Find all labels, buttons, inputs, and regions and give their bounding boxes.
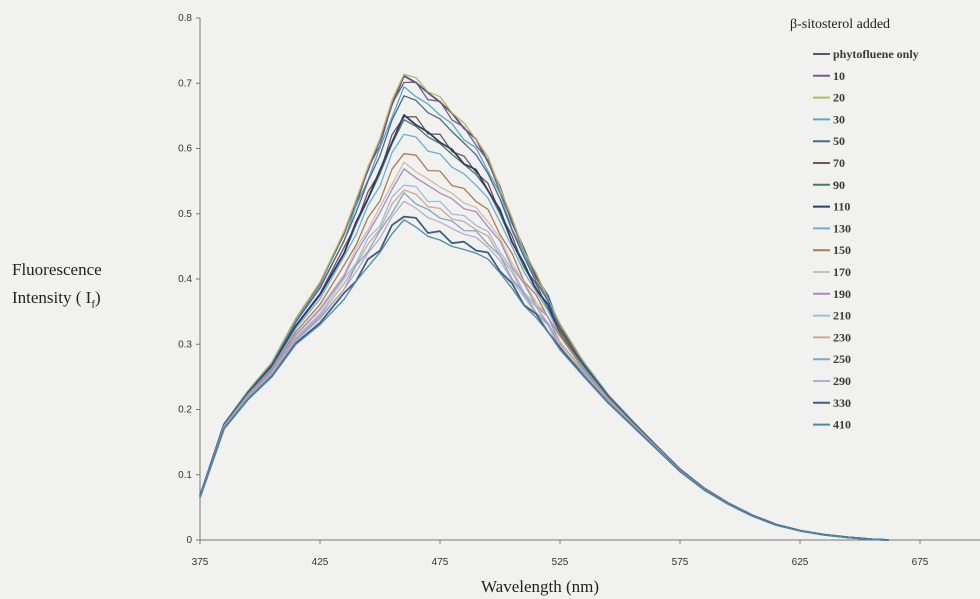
y-axis-title-line2: Intensity ( If) bbox=[12, 288, 101, 311]
legend-item-label: 70 bbox=[833, 156, 845, 170]
legend-item-label: 10 bbox=[833, 69, 845, 83]
legend-item-label: 170 bbox=[833, 265, 851, 279]
legend-item-label: 130 bbox=[833, 221, 851, 235]
legend-item-label: 110 bbox=[833, 200, 850, 214]
series-line-190 bbox=[199, 168, 889, 541]
legend-item-label: 90 bbox=[833, 178, 845, 192]
x-tick-label: 475 bbox=[432, 557, 449, 568]
legend-item-label: 290 bbox=[833, 374, 851, 388]
series-line-410 bbox=[199, 219, 889, 541]
x-tick-label: 375 bbox=[192, 557, 209, 568]
y-axis-title: Fluorescence Intensity ( If) bbox=[12, 256, 102, 318]
x-axis-ticks: 375 425 475 525 575 625 675 bbox=[192, 540, 929, 568]
y-tick-label: 0.8 bbox=[178, 13, 192, 24]
y-tick-label: 0.7 bbox=[178, 78, 192, 89]
x-tick-label: 575 bbox=[672, 557, 689, 568]
series-line-210 bbox=[199, 184, 889, 541]
x-tick-label: 625 bbox=[792, 557, 809, 568]
series-line-290 bbox=[199, 200, 889, 541]
series-line-170 bbox=[199, 161, 889, 541]
y-tick-label: 0.1 bbox=[178, 470, 192, 481]
y-tick-label: 0.2 bbox=[178, 405, 192, 416]
series-line-250 bbox=[199, 192, 889, 541]
series-line-20 bbox=[199, 73, 889, 541]
legend-item-label: 230 bbox=[833, 330, 851, 344]
series-line-230 bbox=[199, 189, 889, 541]
series-line-330 bbox=[199, 215, 889, 541]
x-tick-label: 525 bbox=[552, 557, 569, 568]
legend-item-label: 330 bbox=[833, 396, 851, 410]
y-tick-label: 0.3 bbox=[178, 339, 192, 350]
legend-item-label: 410 bbox=[833, 418, 851, 432]
plot-lines bbox=[199, 73, 889, 541]
y-axis-ticks: 0 0.1 0.2 0.3 0.4 0.5 0.6 0.7 0.8 bbox=[178, 13, 200, 546]
legend-title: β-sitosterol added bbox=[790, 17, 890, 32]
legend-item-label: phytofluene only bbox=[833, 47, 919, 61]
legend: phytofluene only 10 20 30 50 70 90 110 130 150 170… bbox=[813, 47, 919, 432]
legend-item-label: 150 bbox=[833, 243, 851, 257]
y-tick-label: 0 bbox=[186, 535, 192, 546]
legend-item-label: 190 bbox=[833, 287, 851, 301]
x-tick-label: 675 bbox=[912, 557, 929, 568]
y-tick-label: 0.6 bbox=[178, 144, 192, 155]
legend-item-label: 20 bbox=[833, 91, 845, 105]
y-tick-label: 0.4 bbox=[178, 274, 192, 285]
legend-item-label: 50 bbox=[833, 134, 845, 148]
x-axis-title: Wavelength (nm) bbox=[481, 577, 599, 596]
legend-item-label: 250 bbox=[833, 352, 851, 366]
y-axis-title-line1: Fluorescence bbox=[12, 260, 102, 279]
y-tick-label: 0.5 bbox=[178, 209, 192, 220]
x-tick-label: 425 bbox=[312, 557, 329, 568]
legend-item-label: 30 bbox=[833, 112, 845, 126]
series-line-150 bbox=[199, 153, 889, 541]
legend-item-label: 210 bbox=[833, 309, 851, 323]
